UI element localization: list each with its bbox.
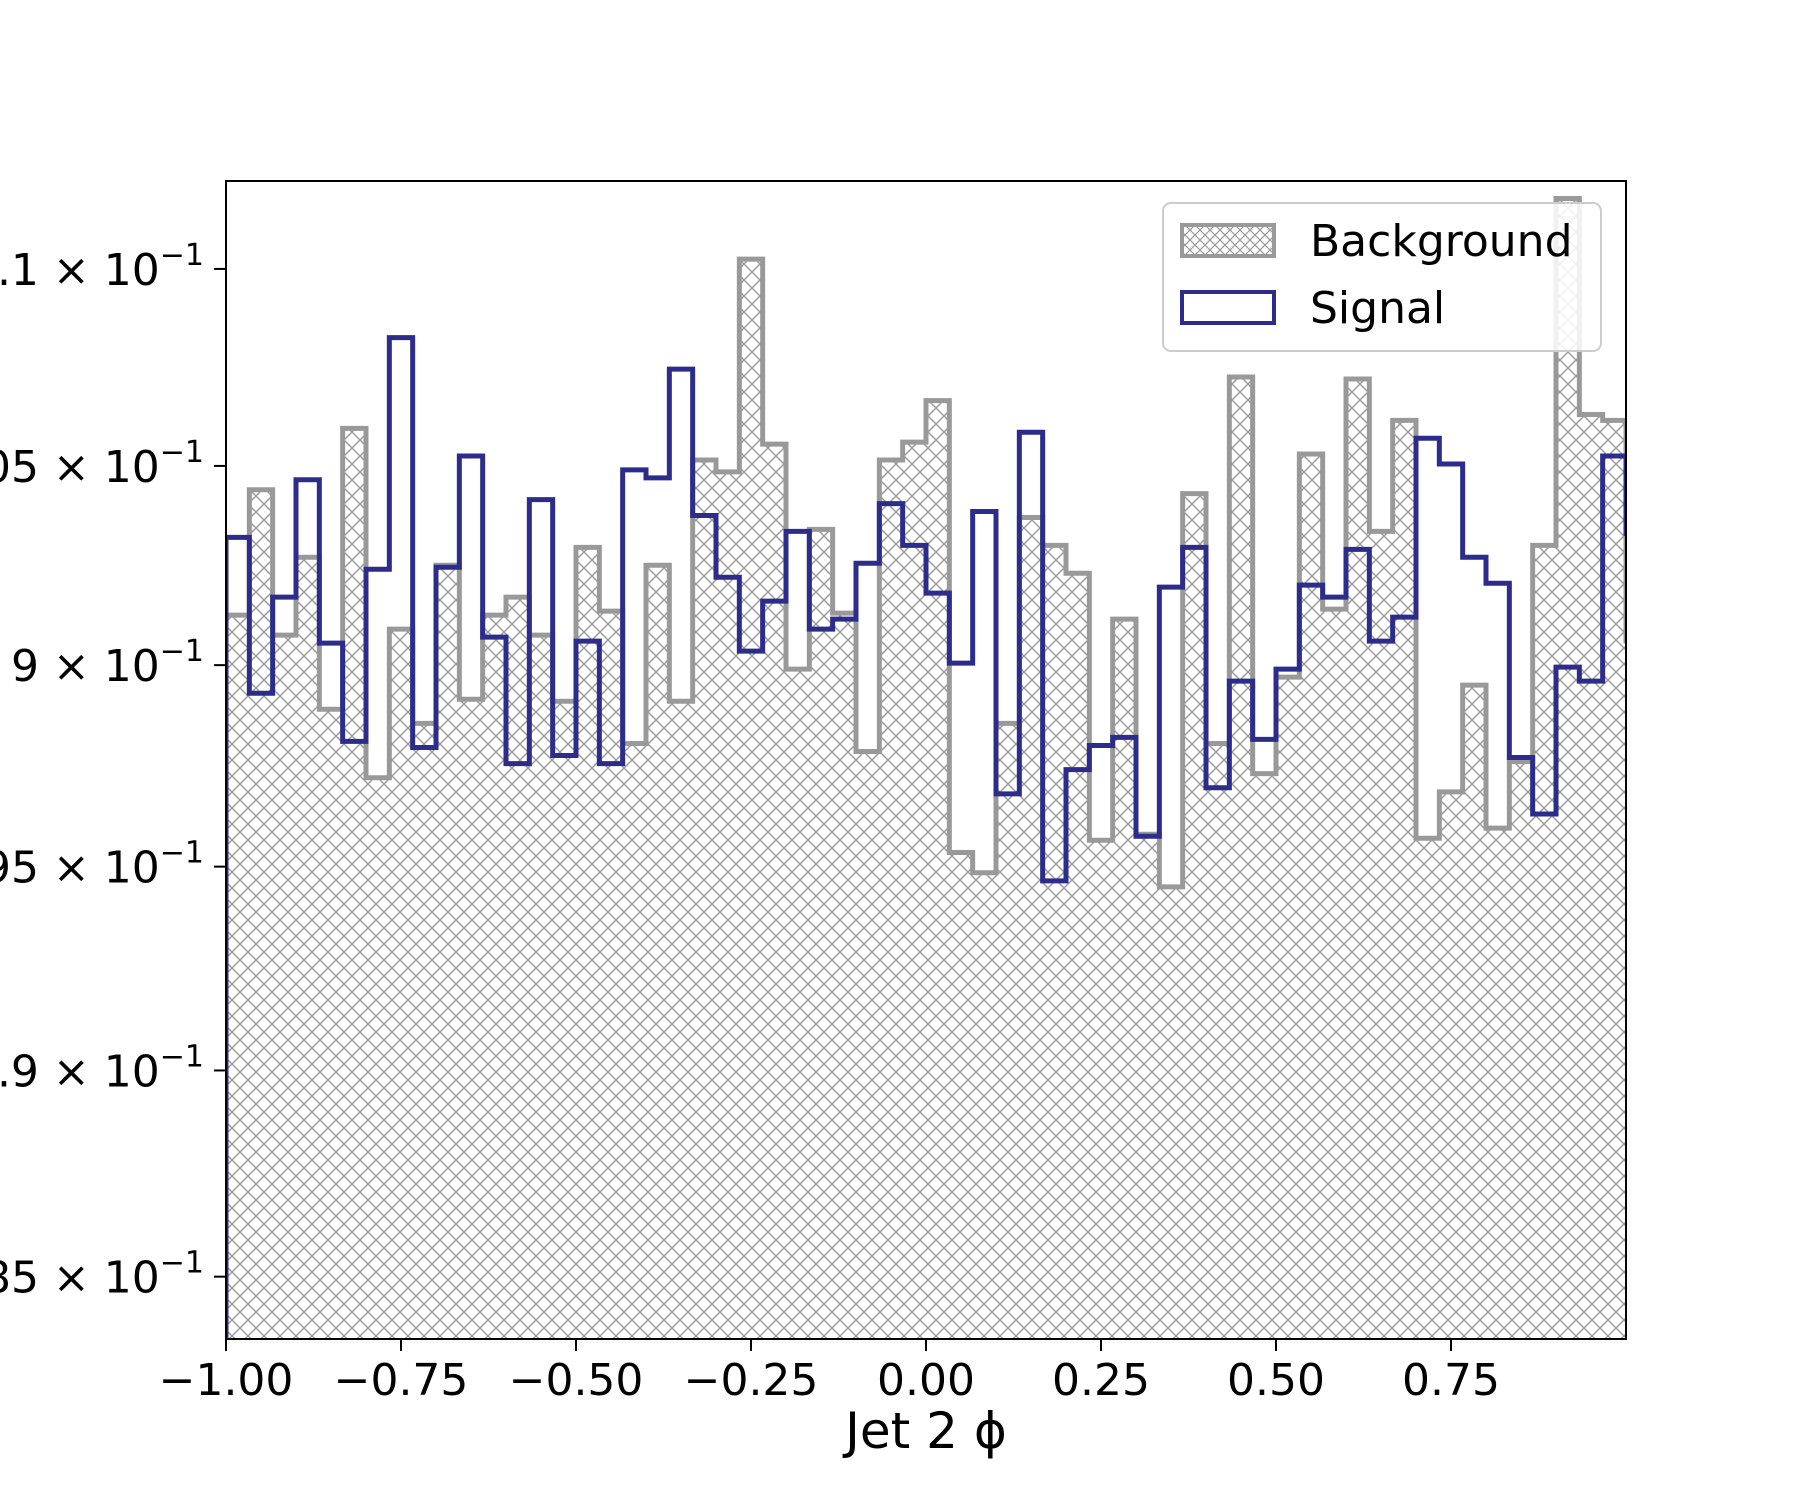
plot-area <box>226 196 1673 1339</box>
legend-swatch-background <box>1180 223 1276 258</box>
x-tick-label: −0.25 <box>684 1355 819 1406</box>
background-bin <box>272 635 297 1339</box>
background-bin <box>1159 886 1184 1339</box>
background-bin <box>1509 761 1534 1339</box>
x-tick-label: −1.00 <box>159 1355 294 1406</box>
background-bin <box>1602 420 1626 1339</box>
y-tick-label: 8.85 × 10−1 <box>0 1246 204 1304</box>
background-bin <box>1462 685 1487 1339</box>
background-bin <box>412 723 437 1339</box>
y-tick-label: 8.95 × 10−1 <box>0 836 204 894</box>
background-bin <box>1112 619 1137 1339</box>
background-bin <box>972 872 997 1339</box>
background-bin <box>785 669 810 1339</box>
background-bin <box>1089 840 1114 1339</box>
background-bin <box>1252 773 1277 1339</box>
background-bin <box>715 471 740 1339</box>
background-bin <box>459 699 484 1339</box>
background-bin <box>762 444 787 1339</box>
y-tick-label: 8.9 × 10−1 <box>0 1039 204 1097</box>
background-bin <box>599 611 624 1339</box>
background-bin <box>692 459 717 1339</box>
background-bin <box>1579 414 1604 1339</box>
background-bin <box>226 615 250 1339</box>
background-bin <box>1065 573 1090 1339</box>
background-bin <box>552 701 577 1339</box>
background-bin <box>622 743 647 1339</box>
background-bin <box>1229 377 1254 1339</box>
y-tick-label: 9 × 10−1 <box>11 634 204 692</box>
background-bin <box>1369 531 1394 1339</box>
x-tick-label: 0.75 <box>1402 1355 1500 1406</box>
background-bin <box>645 565 670 1339</box>
background-bin <box>1275 677 1300 1339</box>
background-bin <box>319 709 344 1339</box>
background-bin <box>855 751 880 1339</box>
background-bin <box>902 442 927 1339</box>
y-tick-label: 9.1 × 10−1 <box>0 238 204 296</box>
background-bin <box>1392 420 1417 1339</box>
background-bin <box>575 547 600 1339</box>
y-axis: 8.85 × 10−1 8.9 × 10−1 8.95 × 10−1 9 × 10−1… <box>0 238 226 1304</box>
x-tick-label: 0.50 <box>1227 1355 1325 1406</box>
background-bin <box>249 489 274 1339</box>
x-tick-label: −0.75 <box>334 1355 469 1406</box>
background-bin <box>1019 517 1044 1339</box>
background-bin <box>949 852 974 1339</box>
background-bin <box>1345 378 1370 1339</box>
background-bin <box>1205 743 1230 1339</box>
background-bin <box>1135 834 1160 1339</box>
x-axis: −1.00 −0.75 −0.50 −0.25 0.00 0.25 0.50 0.75 <box>159 1339 1500 1406</box>
x-axis-label: Jet 2 ϕ <box>842 1402 1007 1460</box>
y-tick-label: 9.05 × 10−1 <box>0 435 204 493</box>
background-bin <box>1182 493 1207 1339</box>
background-bin <box>365 777 390 1339</box>
background-bin <box>669 701 694 1339</box>
background-bin <box>879 459 904 1339</box>
background-bin <box>389 629 414 1339</box>
background-bin <box>1415 838 1440 1339</box>
background-bin <box>739 259 764 1339</box>
background-bin <box>1322 609 1347 1339</box>
background-bin <box>1485 828 1510 1339</box>
background-histogram <box>226 198 1673 1339</box>
background-bin <box>1625 641 1626 1339</box>
legend-label-background: Background <box>1310 216 1573 267</box>
x-tick-label: 0.25 <box>1052 1355 1150 1406</box>
background-bin <box>925 400 950 1339</box>
background-bin <box>505 597 530 1339</box>
background-bin <box>1532 545 1557 1339</box>
legend-swatch-signal <box>1180 290 1276 325</box>
background-bin <box>435 565 460 1339</box>
x-tick-label: −0.50 <box>509 1355 644 1406</box>
background-bin <box>832 613 857 1339</box>
background-bin <box>995 723 1020 1339</box>
background-bin <box>1555 198 1580 1339</box>
background-bin <box>295 557 320 1339</box>
background-bin <box>1439 791 1464 1339</box>
background-bin <box>1649 723 1673 1339</box>
x-tick-label: 0.00 <box>877 1355 975 1406</box>
background-bin <box>1042 545 1067 1339</box>
background-bin <box>482 615 507 1339</box>
background-bin <box>529 635 554 1339</box>
background-bin <box>342 428 367 1339</box>
signal-outline <box>226 335 1626 1339</box>
background-bin <box>809 529 834 1339</box>
background-bin <box>1299 454 1324 1339</box>
legend-label-signal: Signal <box>1310 283 1445 334</box>
legend: Background Signal <box>1162 202 1602 352</box>
